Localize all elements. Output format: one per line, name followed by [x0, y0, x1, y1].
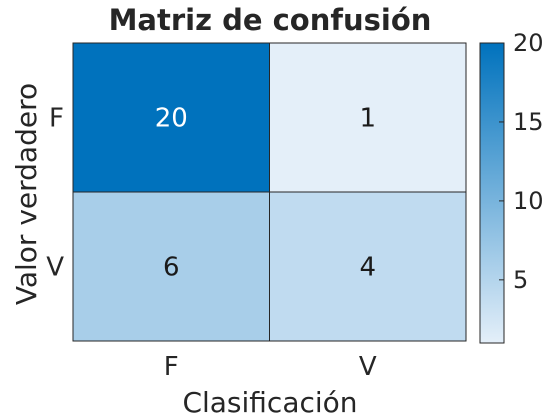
- cell-value-V-F: 6: [163, 253, 180, 283]
- heatmap-cell-V-V: [269, 191, 467, 342]
- colorbar-gradient: [479, 42, 505, 344]
- chart-title: Matriz de confusión: [109, 3, 432, 37]
- heatmap-cells: 20 1 6 4: [72, 42, 467, 342]
- colorbar-tick-label-5: 5: [513, 266, 528, 294]
- heatmap-cell-F-F: [72, 42, 270, 193]
- cell-value-V-V: 4: [359, 253, 376, 283]
- y-tick-label-V: V: [46, 253, 64, 283]
- colorbar-ticks: 5 10 15 20: [499, 29, 544, 294]
- y-axis-ticks: FV: [46, 104, 64, 283]
- x-axis-label: Clasificación: [182, 386, 357, 419]
- heatmap-cell-F-V: [269, 42, 467, 193]
- x-tick-label-F: F: [164, 352, 179, 382]
- y-axis-label: Valor verdadero: [10, 83, 43, 305]
- colorbar: 5 10 15 20: [479, 29, 544, 344]
- cell-value-F-V: 1: [359, 104, 376, 134]
- x-tick-label-V: V: [359, 352, 377, 382]
- cell-value-F-F: 20: [155, 104, 188, 134]
- colorbar-tick-label-15: 15: [513, 108, 544, 136]
- colorbar-tick-label-20: 20: [513, 29, 544, 57]
- colorbar-tick-label-10: 10: [513, 187, 544, 215]
- y-tick-label-F: F: [49, 104, 64, 134]
- heatmap-cell-V-F: [72, 191, 270, 342]
